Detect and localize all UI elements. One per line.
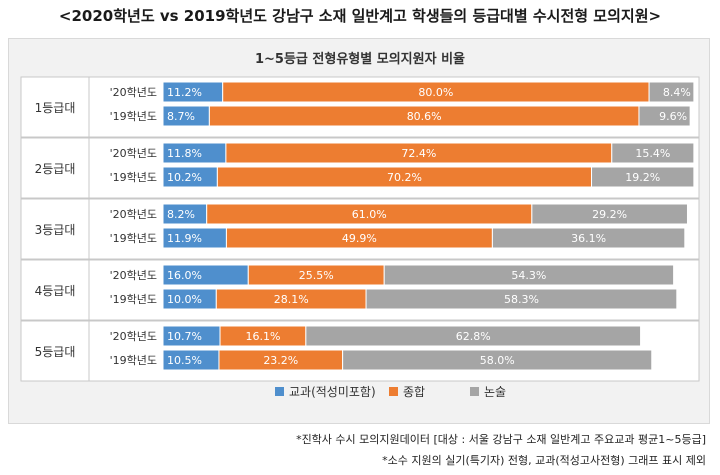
chart-title: 1~5등급 전형유형별 모의지원자 비율 xyxy=(255,51,465,67)
footnote-source: *진학사 수시 모의지원데이터 [대상 : 서울 강남구 소재 일반계고 주요교… xyxy=(296,433,706,446)
bar-segment xyxy=(611,142,695,164)
bar-segment xyxy=(591,166,695,188)
bar-segment xyxy=(531,203,688,225)
data-label: 16.1% xyxy=(245,330,280,343)
bar-segment xyxy=(305,325,642,347)
data-label: 80.0% xyxy=(418,86,453,99)
category-label: '19학년도 xyxy=(110,354,157,367)
group-label: 2등급대 xyxy=(35,162,76,176)
data-label: 19.2% xyxy=(625,171,660,184)
category-label: '20학년도 xyxy=(110,86,157,99)
data-label: 70.2% xyxy=(387,171,422,184)
legend-swatch xyxy=(470,387,479,396)
data-label: 15.4% xyxy=(635,147,670,160)
data-label: 23.2% xyxy=(263,354,298,367)
bar-segment xyxy=(491,227,686,249)
group-label: 1등급대 xyxy=(35,101,76,115)
data-label: 8.7% xyxy=(167,110,195,123)
bar-segment xyxy=(365,288,678,310)
data-label: 16.0% xyxy=(167,269,202,282)
bar-segment xyxy=(648,81,695,103)
bar-segment xyxy=(638,105,691,127)
legend-label: 교과(적성미포함) xyxy=(289,385,376,399)
data-label: 11.9% xyxy=(167,232,202,245)
data-label: 11.8% xyxy=(167,147,202,160)
bar-segment xyxy=(342,349,653,371)
data-label: 54.3% xyxy=(511,269,546,282)
legend-swatch xyxy=(275,387,284,396)
stacked-bar-chart: 1~5등급 전형유형별 모의지원자 비율 1등급대 '20학년도 11.2% 80.0%… xyxy=(20,51,700,399)
data-label: 61.0% xyxy=(352,208,387,221)
data-label: 58.0% xyxy=(480,354,515,367)
data-label: 25.5% xyxy=(299,269,334,282)
footnote-exclusion: *소수 지원의 실기(특기자) 전형, 교과(적성고사전형) 그래프 표시 제외 xyxy=(382,454,706,467)
bar-segment xyxy=(383,264,675,286)
data-label: 10.7% xyxy=(167,330,202,343)
data-label: 80.6% xyxy=(407,110,442,123)
legend-label: 종합 xyxy=(403,385,425,399)
data-label: 10.5% xyxy=(167,354,202,367)
category-label: '19학년도 xyxy=(110,110,157,123)
legend-swatch xyxy=(389,387,398,396)
category-label: '20학년도 xyxy=(110,208,157,221)
data-label: 11.2% xyxy=(167,86,202,99)
data-label: 62.8% xyxy=(456,330,491,343)
category-label: '19학년도 xyxy=(110,293,157,306)
category-label: '20학년도 xyxy=(110,330,157,343)
data-label: 29.2% xyxy=(592,208,627,221)
group-label: 5등급대 xyxy=(35,345,76,359)
category-label: '19학년도 xyxy=(110,232,157,245)
category-label: '20학년도 xyxy=(110,269,157,282)
data-label: 36.1% xyxy=(571,232,606,245)
data-label: 58.3% xyxy=(504,293,539,306)
data-label: 10.0% xyxy=(167,293,202,306)
data-label: 10.2% xyxy=(167,171,202,184)
legend-label: 논술 xyxy=(484,385,506,399)
group-label: 3등급대 xyxy=(35,223,76,237)
chart-panel: 1~5등급 전형유형별 모의지원자 비율 1등급대 '20학년도 11.2% 80.0%… xyxy=(8,38,710,424)
page-title: <2020학년도 vs 2019학년도 강남구 소재 일반계고 학생들의 등급대… xyxy=(58,7,662,25)
data-label: 28.1% xyxy=(274,293,309,306)
category-label: '19학년도 xyxy=(110,171,157,184)
data-label: 8.2% xyxy=(167,208,195,221)
data-label: 8.4% xyxy=(663,86,691,99)
data-label: 9.6% xyxy=(659,110,687,123)
group-label: 4등급대 xyxy=(35,284,76,298)
data-label: 49.9% xyxy=(342,232,377,245)
data-label: 72.4% xyxy=(401,147,436,160)
category-label: '20학년도 xyxy=(110,147,157,160)
